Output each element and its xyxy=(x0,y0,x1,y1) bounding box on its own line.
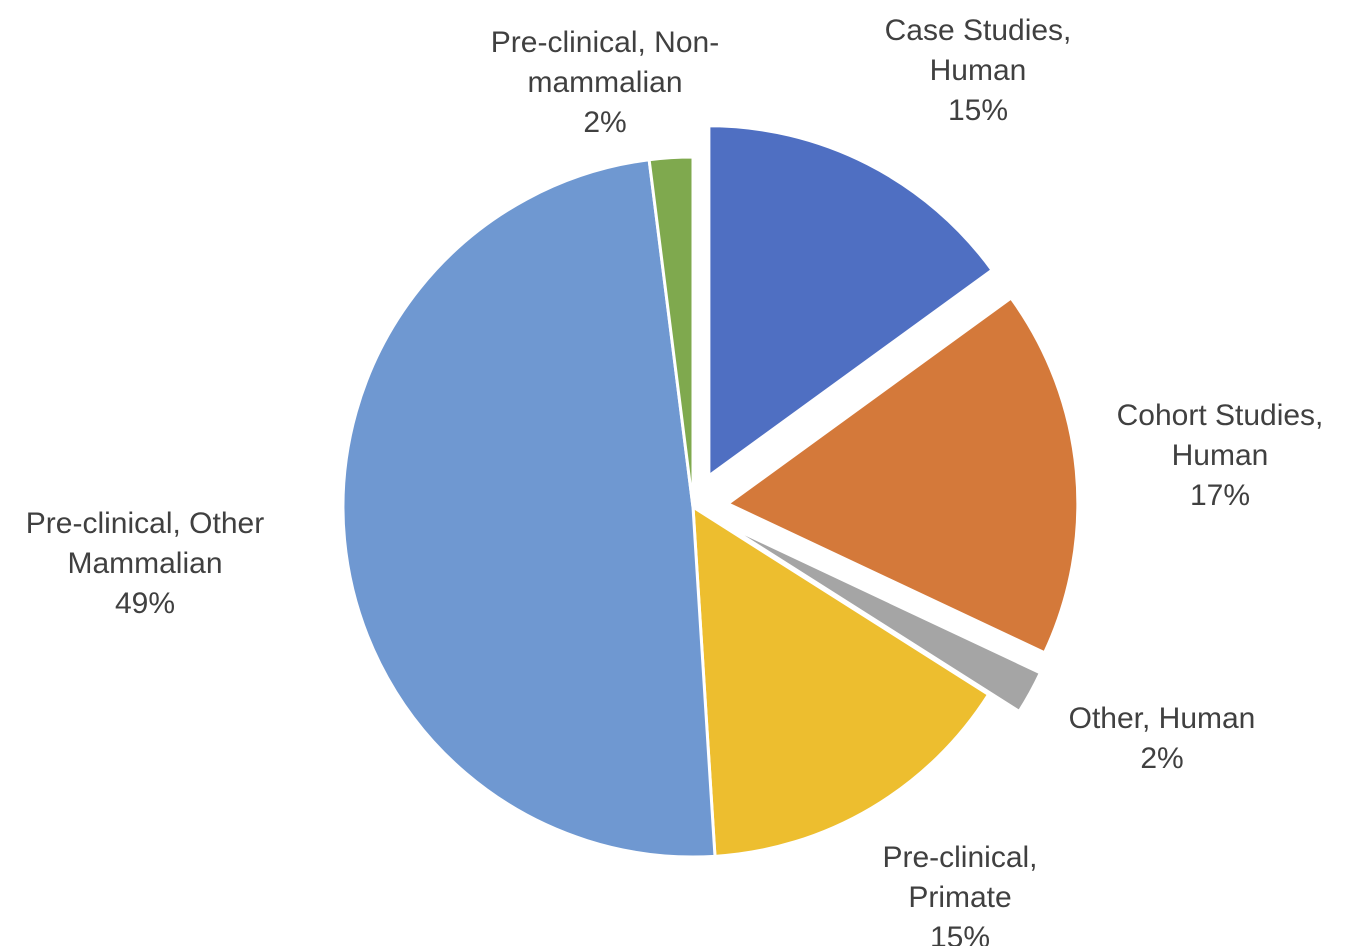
data-label-pre-clinical-other-mammalian: Pre-clinical, Other Mammalian 49% xyxy=(26,507,264,620)
data-label-line: Other, Human xyxy=(1069,702,1256,735)
data-label-line: Case Studies, xyxy=(885,14,1072,47)
data-label-other-human: Other, Human 2% xyxy=(1069,702,1256,775)
data-label-line: 17% xyxy=(1190,479,1250,512)
data-label-line: Pre-clinical, Non- xyxy=(491,26,719,59)
pie-slice-pre-clinical-primate xyxy=(691,505,991,858)
data-label-line: 2% xyxy=(583,106,626,139)
data-label-line: Cohort Studies, xyxy=(1117,399,1324,432)
data-label-line: Pre-clinical, Other xyxy=(26,507,264,540)
data-label-case-studies-human: Case Studies, Human 15% xyxy=(885,14,1072,127)
data-label-line: 15% xyxy=(930,921,990,946)
pie-slices xyxy=(341,124,1080,859)
data-label-line: Human xyxy=(930,54,1027,87)
data-label-line: Mammalian xyxy=(67,547,222,580)
pie-slice-pre-clinical-non-mammalian xyxy=(647,155,695,509)
data-label-line: Human xyxy=(1172,439,1269,472)
pie-slice-cohort-studies-human xyxy=(726,296,1080,655)
data-label-line: Pre-clinical, xyxy=(882,841,1037,874)
data-label-line: 15% xyxy=(948,94,1008,127)
data-label-pre-clinical-primate: Pre-clinical, Primate 15% xyxy=(882,841,1037,946)
data-label-line: 2% xyxy=(1140,742,1183,775)
data-label-line: mammalian xyxy=(527,66,682,99)
pie-slice-pre-clinical-other-mammalian xyxy=(341,158,717,859)
data-label-line: 49% xyxy=(115,587,175,620)
data-label-cohort-studies-human: Cohort Studies, Human 17% xyxy=(1117,399,1324,512)
pie-data-labels: Case Studies, Human 15% Cohort Studies, Huma… xyxy=(26,14,1324,946)
pie-slice-case-studies-human xyxy=(707,124,994,478)
data-label-line: Primate xyxy=(908,881,1011,914)
pie-slice-other-human xyxy=(722,522,1042,713)
data-label-pre-clinical-non-mammalian: Pre-clinical, Non-mammalian 2% xyxy=(491,26,719,139)
